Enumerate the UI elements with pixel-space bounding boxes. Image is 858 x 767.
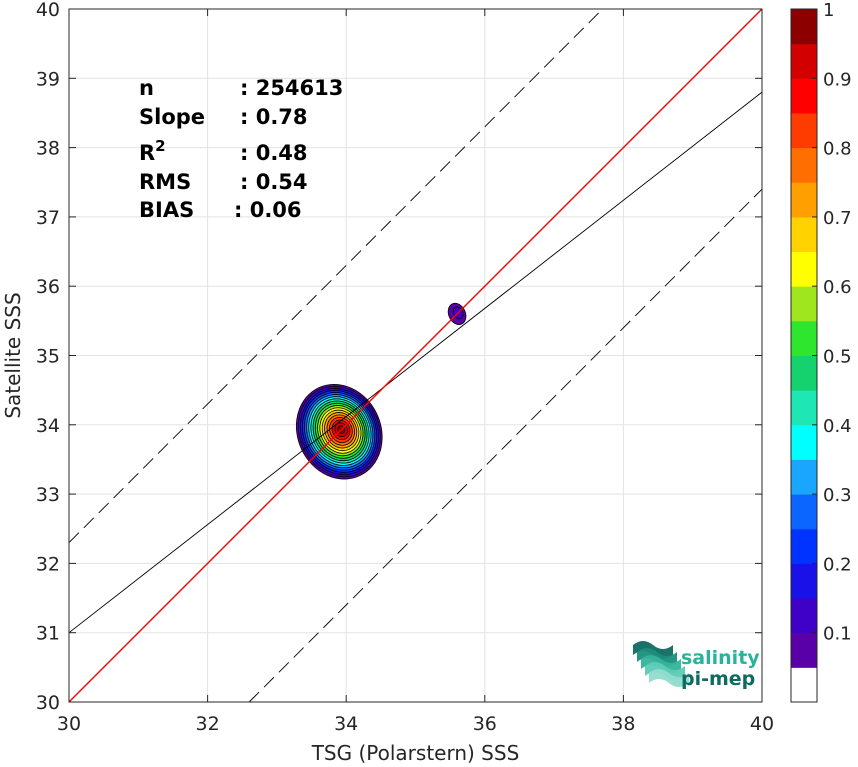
stat-label: BIAS — [139, 198, 194, 222]
x-tick-label: 40 — [750, 713, 774, 735]
y-tick-label: 39 — [36, 68, 60, 90]
colorbar-swatch — [791, 667, 817, 703]
colorbar-swatch — [791, 355, 817, 391]
stat-value: : 0.06 — [234, 198, 302, 222]
regression-line — [68, 91, 763, 634]
colorbar-swatch — [791, 147, 817, 183]
stats-block: n : 254613 Slope : 0.78 R2 : 0.48 RMS : 0.54 BIA… — [139, 76, 343, 222]
y-tick-label: 36 — [36, 276, 60, 298]
colorbar-tick-label: 0.3 — [823, 485, 852, 506]
colorbar-swatch — [791, 494, 817, 530]
colorbar-tick-label: 0.1 — [823, 624, 852, 645]
colorbar-swatch — [791, 251, 817, 287]
y-tick-label: 38 — [36, 138, 60, 160]
colorbar-swatch — [791, 112, 817, 149]
colorbar-tick-label: 0.5 — [823, 347, 852, 368]
x-tick-label: 30 — [57, 713, 81, 735]
y-axis-label: Satellite SSS — [1, 292, 25, 418]
logo-line1: salinity — [681, 647, 760, 669]
colorbar-swatch — [791, 78, 817, 114]
colorbar-swatch — [791, 286, 817, 322]
y-tick-label: 30 — [36, 692, 60, 714]
stat-value: : 0.54 — [240, 170, 308, 194]
stat-label: RMS — [139, 170, 191, 194]
x-tick-label: 34 — [334, 713, 358, 735]
colorbar-swatch — [791, 598, 817, 634]
stat-label-superscript: 2 — [155, 137, 165, 155]
x-axis-label: TSG (Polarstern) SSS — [311, 741, 520, 765]
colorbar-tick-label: 0.6 — [823, 277, 852, 298]
y-tick-label: 33 — [36, 484, 60, 506]
colorbar-swatch — [791, 563, 817, 599]
stat-value: : 0.48 — [240, 141, 308, 165]
colorbar-swatch — [791, 459, 817, 495]
colorbar-tick-label: 1 — [823, 0, 834, 21]
logo-line2: pi-mep — [681, 668, 755, 690]
x-axis-ticks: 30 32 34 36 38 40 — [57, 9, 774, 735]
y-tick-label: 35 — [36, 346, 60, 368]
x-tick-label: 32 — [196, 713, 220, 735]
colorbar-swatch — [791, 43, 817, 79]
x-tick-label: 36 — [473, 713, 497, 735]
colorbar-swatch — [791, 390, 817, 426]
y-tick-label: 40 — [36, 0, 60, 21]
stat-value: : 0.78 — [240, 105, 308, 129]
identity-line — [68, 8, 763, 703]
colorbar-tick-label: 0.4 — [823, 416, 852, 437]
colorbar-swatch — [791, 182, 817, 218]
colorbar-tick-label: 0.8 — [823, 139, 852, 160]
colorbar-swatch — [791, 632, 817, 668]
colorbar: 0.1 0.2 0.3 0.4 0.5 0.6 0.7 0.8 0.9 1 — [790, 0, 852, 703]
colorbar-tick-label: 0.7 — [823, 208, 852, 229]
stat-label: R2 — [139, 137, 166, 165]
colorbar-tick-label: 0.9 — [823, 69, 852, 90]
x-tick-label: 38 — [611, 713, 635, 735]
y-tick-label: 31 — [36, 623, 60, 645]
reference-lines — [68, 8, 763, 703]
stat-label: n — [139, 76, 154, 100]
y-tick-label: 34 — [36, 415, 60, 437]
logo-wave-icon — [649, 669, 689, 687]
y-tick-label: 37 — [36, 207, 60, 229]
colorbar-swatch — [791, 424, 817, 460]
stat-label: Slope — [139, 105, 205, 129]
y-tick-label: 32 — [36, 553, 60, 575]
lower-dashed-line — [248, 188, 763, 703]
colorbar-tick-label: 0.2 — [823, 554, 852, 575]
colorbar-swatch — [791, 9, 817, 45]
y-axis-ticks: 30 31 32 33 34 35 36 37 38 39 40 — [36, 0, 762, 714]
colorbar-swatch — [791, 528, 817, 564]
colorbar-swatch — [791, 216, 817, 253]
colorbar-swatch — [791, 320, 817, 356]
stat-value: : 254613 — [240, 76, 343, 100]
